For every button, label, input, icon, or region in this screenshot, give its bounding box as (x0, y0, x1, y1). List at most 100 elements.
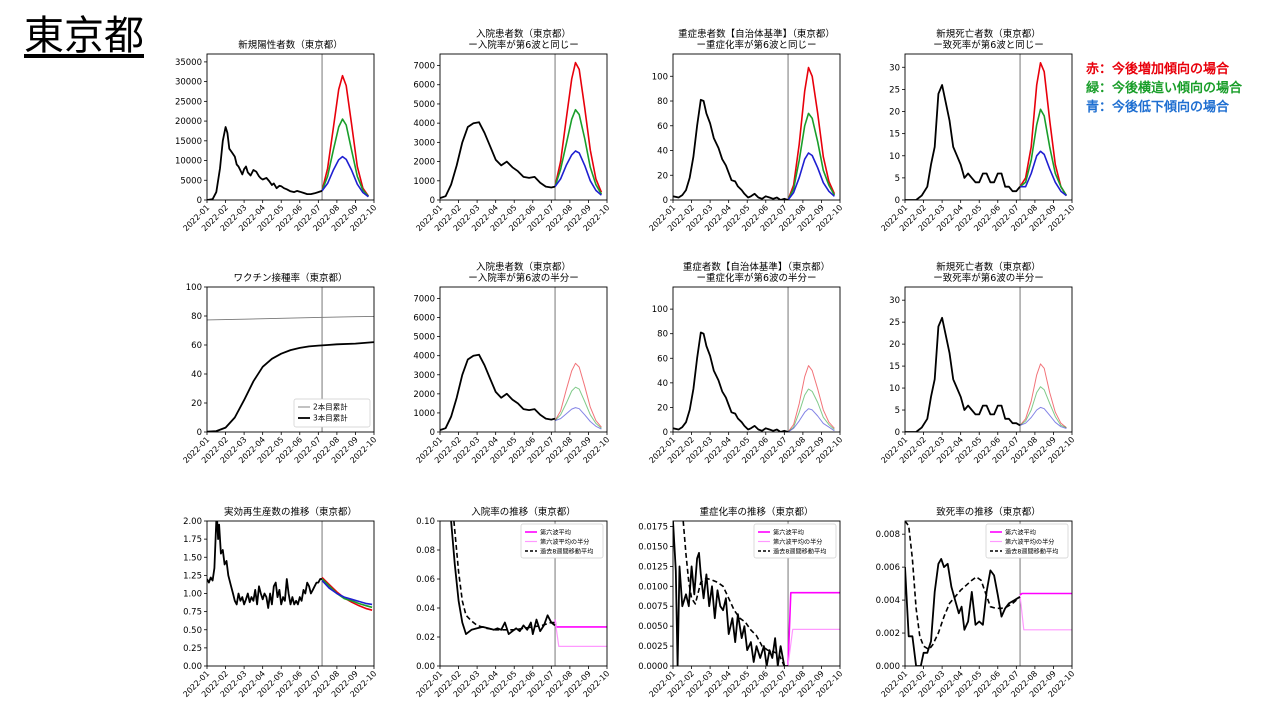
y-tick-label: 0.000 (876, 662, 900, 672)
y-tick-label: 1000 (413, 409, 435, 419)
series-magenta_light (554, 619, 607, 647)
y-tick-label: 20 (657, 171, 668, 181)
series-actual (207, 341, 374, 432)
y-tick-label: 30 (889, 296, 900, 306)
legend-label: 第六波平均 (773, 529, 804, 537)
chart-title: ー重症化率が第6波と同じー (696, 39, 816, 51)
y-tick-label: 80 (657, 330, 668, 340)
y-tick-label: 10 (889, 384, 900, 394)
y-tick-label: 0.004 (876, 596, 900, 606)
series-group (905, 316, 1067, 432)
series-actual (673, 98, 789, 200)
chart-hosp_rate: 入院率の推移（東京都）0.000.020.040.060.080.102022-… (414, 506, 611, 699)
y-tick-label: 0.008 (876, 530, 900, 540)
series-group (450, 521, 607, 647)
series-flat (321, 118, 370, 197)
y-tick-label: 5000 (180, 176, 202, 186)
plot-frame (439, 520, 608, 667)
y-tick-label: 100 (186, 283, 202, 293)
y-tick-label: 0.25 (183, 644, 202, 654)
legend-box (753, 523, 837, 559)
chart-cases: 新規陽性者数（東京都） 0 5000 10000 15000 20000 25000 3000… (175, 39, 378, 233)
y-tick-label: 30000 (175, 78, 202, 88)
y-tick-label: 40 (657, 147, 668, 157)
y-tick-label: 1.50 (183, 553, 202, 563)
y-tick-label: 0 (430, 428, 435, 438)
y-tick-label: 0.08 (416, 546, 435, 556)
series-magenta (554, 619, 607, 628)
series-group (440, 353, 602, 431)
legend-label: 第六波平均の半分 (773, 538, 823, 546)
series-actual (905, 316, 1021, 432)
series-group (207, 315, 374, 432)
series-group (440, 61, 603, 199)
y-tick-label: 0.0175 (638, 523, 668, 533)
y-tick-label: 5 (895, 174, 900, 184)
y-tick-label: 10 (889, 152, 900, 162)
series-flat_thin (554, 386, 602, 429)
series-magenta_light (787, 628, 840, 666)
series-increase_thin (554, 362, 602, 428)
legend-note-decrease: 青：今後低下傾向の場合 (1086, 100, 1230, 115)
series-group (905, 521, 1072, 666)
y-tick-label: 35000 (175, 58, 202, 68)
y-tick-label: 20 (657, 403, 668, 413)
chart-title: ー入院率が第6波と同じー (468, 39, 579, 51)
plot-frame (206, 53, 375, 201)
y-tick-label: 60 (191, 341, 202, 351)
series-actual (207, 521, 322, 609)
y-tick-label: 100 (652, 72, 668, 82)
y-tick-label: 0 (895, 196, 900, 206)
color-legend-note: 赤：今後増加傾向の場合 緑：今後横這い傾向の場合 青：今後低下傾向の場合 (1086, 60, 1242, 117)
chart-death_rate: 致死率の推移（東京都）0.0000.0020.0040.0060.0082022… (876, 506, 1077, 699)
series-flat (1019, 108, 1068, 197)
plot-frame (672, 53, 841, 201)
chart-title: 新規陽性者数（東京都） (238, 39, 343, 51)
legend-label: 過去8週間移動平均 (1005, 548, 1058, 556)
series-increase_thin (787, 365, 835, 432)
y-tick-label: 5000 (413, 333, 435, 343)
chart-deaths_half: 新規死亡者数（東京都）ー致死率が第6波の半分ー0510152025302022-… (879, 261, 1076, 465)
y-tick-label: 2000 (413, 158, 435, 168)
legend-box (293, 398, 371, 428)
y-tick-label: 0 (895, 428, 900, 438)
y-tick-label: 20000 (175, 117, 202, 127)
y-tick-label: 0.0025 (638, 642, 668, 652)
y-tick-label: 0 (663, 196, 668, 206)
chart-title: 重症化率の推移（東京都） (699, 506, 813, 518)
y-tick-label: 0 (197, 428, 202, 438)
series-magenta (787, 591, 840, 666)
plot-frame (672, 520, 841, 667)
chart-severe: 重症患者数【自治体基準】（東京都）ー重症化率が第6波と同じー 0 20 40 60 80 1… (647, 28, 844, 233)
series-actual (450, 521, 556, 635)
legend-label: 第六波平均の半分 (540, 538, 590, 546)
y-tick-label: 5 (895, 406, 900, 416)
chart-title: 新規死亡者数（東京都） (936, 28, 1041, 40)
y-tick-label: 0.0150 (638, 542, 668, 552)
page-title: 東京都 (24, 13, 144, 59)
series-flat (554, 108, 603, 195)
chart-title: 実効再生産数の推移（東京都） (224, 506, 357, 518)
y-tick-label: 6000 (413, 314, 435, 324)
series-group (905, 62, 1068, 200)
y-tick-label: 15 (889, 362, 900, 372)
chart-title: ー重症化率が第6波の半分ー (696, 272, 816, 284)
series-ma_dash (905, 521, 1021, 651)
y-tick-label: 4000 (413, 352, 435, 362)
y-tick-label: 4000 (413, 119, 435, 129)
series-vaccine2 (207, 315, 374, 321)
series-flat (321, 578, 373, 609)
series-ma_dash (682, 521, 788, 666)
series-decrease (321, 579, 373, 606)
series-decrease (321, 155, 369, 198)
legend-label: 過去8週間移動平均 (540, 548, 593, 556)
legend-label: 第六波平均 (1005, 529, 1036, 537)
y-tick-label: 2.00 (183, 517, 202, 527)
chart-title: ー致死率が第6波の半分ー (933, 272, 1044, 284)
y-tick-label: 0.00 (416, 662, 435, 672)
chart-deaths: 新規死亡者数（東京都）ー致死率が第6波と同じー0510152025302022-… (879, 28, 1076, 233)
series-increase (1019, 62, 1068, 197)
legend-note-increase: 赤：今後増加傾向の場合 (1086, 62, 1230, 77)
